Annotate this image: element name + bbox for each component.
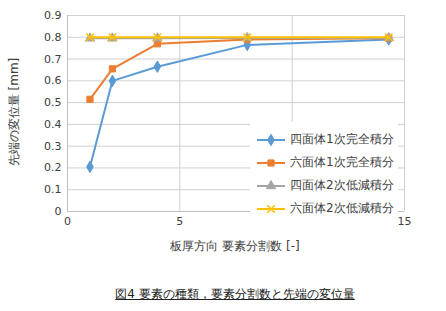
svg-text:0: 0: [55, 205, 62, 218]
svg-text:0.9: 0.9: [44, 9, 62, 22]
svg-text:0.7: 0.7: [44, 53, 62, 66]
svg-text:0.4: 0.4: [44, 118, 62, 131]
html-text:四面体2次低減積分: 四面体2次低減積分: [290, 178, 394, 192]
svg-text:0.2: 0.2: [44, 161, 62, 174]
svg-text:0.6: 0.6: [44, 74, 62, 87]
html-text:板厚方向 要素分割数 [-]: 板厚方向 要素分割数 [-]: [170, 239, 300, 253]
svg-text:5: 5: [176, 215, 183, 228]
html-text:四面体1次完全積分: 四面体1次完全積分: [290, 132, 394, 146]
svg-text:0: 0: [64, 215, 71, 228]
svg-text:0.8: 0.8: [44, 31, 62, 44]
html-text:六面体1次完全積分: 六面体1次完全積分: [290, 155, 394, 169]
html-text:図4 要素の種類，要素分割数と先端の変位量: 図4 要素の種類，要素分割数と先端の変位量: [115, 287, 355, 301]
html-text:六面体2次低減積分: 六面体2次低減積分: [290, 201, 394, 215]
svg-text:0.1: 0.1: [44, 183, 62, 196]
svg-text:0.5: 0.5: [44, 96, 62, 109]
svg-text:15: 15: [398, 215, 412, 228]
html-text:先端の変位量 [mm]: 先端の変位量 [mm]: [6, 57, 21, 167]
svg-text:0.3: 0.3: [44, 140, 62, 153]
